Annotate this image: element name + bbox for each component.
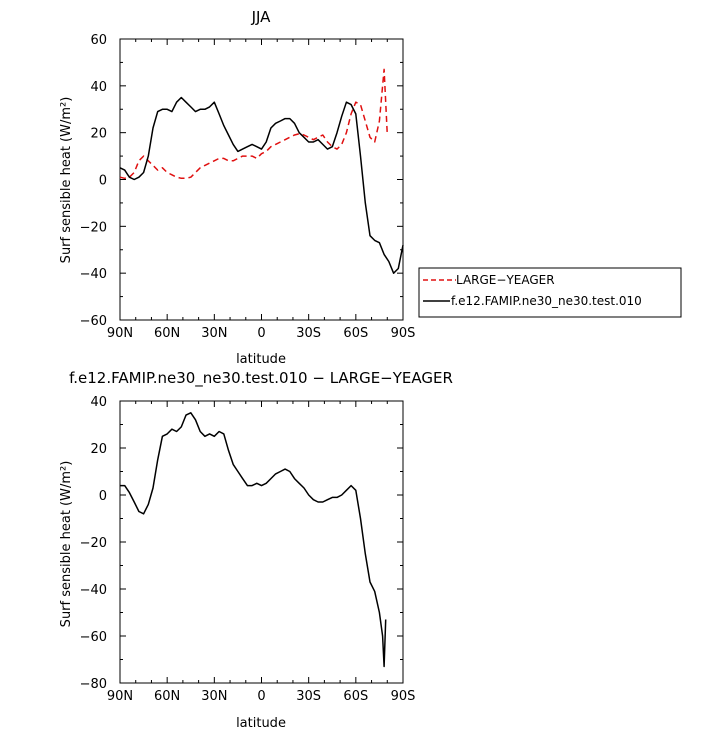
y-tick-label: 40 [90, 395, 107, 410]
x-tick-label: 30N [201, 689, 227, 704]
x-tick-label: 60N [154, 326, 180, 341]
legend-label-model: f.e12.FAMIP.ne30_ne30.test.010 [451, 294, 642, 308]
chart-title: JJA [251, 8, 272, 26]
x-tick-label: 90S [391, 689, 416, 704]
legend-label-large-yeager: LARGE−YEAGER [456, 273, 555, 287]
y-tick-label: −20 [80, 220, 107, 235]
series-line-0 [120, 412, 387, 668]
svg-text:latitude: latitude [236, 716, 286, 731]
y-tick-label: 40 [90, 80, 107, 95]
x-tick-label: 90N [107, 326, 133, 341]
y-tick-label: 20 [90, 442, 107, 457]
svg-text:Surf sensible heat (W/m²): Surf sensible heat (W/m²) [59, 461, 74, 628]
x-tick-label: 30N [201, 326, 227, 341]
y-tick-label: 60 [90, 33, 107, 48]
x-tick-label: 60S [343, 689, 368, 704]
x-tick-label: 30S [296, 326, 321, 341]
chart-title: f.e12.FAMIP.ne30_ne30.test.010 − LARGE−Y… [69, 369, 453, 388]
svg-text:Surf sensible heat (W/m²): Surf sensible heat (W/m²) [59, 97, 74, 264]
chart-panel-jja: JJA latitude Surf sensible heat (W/m²) 9… [59, 8, 415, 367]
x-axis-label: latitude [236, 352, 286, 367]
legend-box [418, 267, 682, 318]
y-tick-label: 0 [99, 174, 107, 189]
x-tick-label: 90S [391, 326, 416, 341]
x-tick-label: 60S [343, 326, 368, 341]
y-tick-label: −40 [80, 267, 107, 282]
x-tick-label: 0 [257, 689, 265, 704]
series-line-1 [119, 96, 404, 274]
y-axis-label: Surf sensible heat (W/m²) [59, 461, 74, 628]
svg-text:latitude: latitude [236, 352, 286, 367]
x-tick-label: 0 [257, 326, 265, 341]
y-tick-label: 0 [99, 489, 107, 504]
y-tick-label: −80 [80, 677, 107, 692]
series-line-0 [119, 68, 389, 180]
plot-area [119, 38, 404, 321]
y-tick-label: −40 [80, 583, 107, 598]
chart-panel-difference: f.e12.FAMIP.ne30_ne30.test.010 − LARGE−Y… [59, 369, 453, 731]
y-axis-label: Surf sensible heat (W/m²) [59, 97, 74, 264]
y-tick-label: 20 [90, 127, 107, 142]
y-tick-label: −60 [80, 314, 107, 329]
chart-legend: LARGE−YEAGER f.e12.FAMIP.ne30_ne30.test.… [418, 267, 682, 318]
y-tick-label: −20 [80, 536, 107, 551]
x-tick-label: 90N [107, 689, 133, 704]
x-axis-label: latitude [236, 716, 286, 731]
x-tick-label: 30S [296, 689, 321, 704]
x-tick-label: 60N [154, 689, 180, 704]
y-tick-label: −60 [80, 630, 107, 645]
plot-area [119, 400, 404, 684]
